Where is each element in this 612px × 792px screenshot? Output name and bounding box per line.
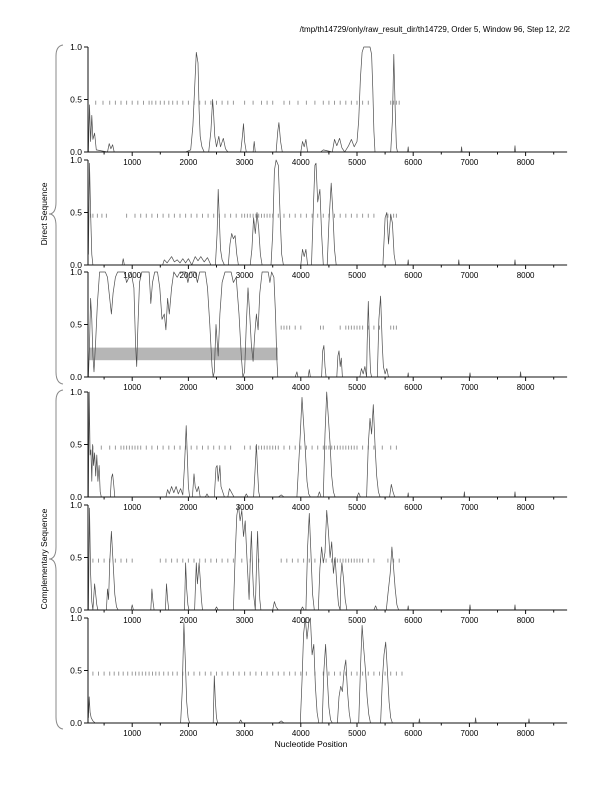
probability-curve xyxy=(88,391,568,498)
predicted-region-bar xyxy=(89,347,278,361)
svg-text:7000: 7000 xyxy=(461,503,479,512)
svg-text:5000: 5000 xyxy=(348,271,366,280)
svg-text:2000: 2000 xyxy=(180,503,198,512)
svg-text:6000: 6000 xyxy=(404,729,422,738)
svg-text:2000: 2000 xyxy=(180,616,198,625)
svg-text:8000: 8000 xyxy=(517,616,535,625)
svg-text:0.0: 0.0 xyxy=(70,718,82,728)
svg-text:4000: 4000 xyxy=(292,158,310,167)
svg-text:6000: 6000 xyxy=(404,503,422,512)
orf-markers xyxy=(92,671,403,676)
svg-text:1.0: 1.0 xyxy=(70,155,82,165)
svg-text:4000: 4000 xyxy=(292,616,310,625)
orf-markers xyxy=(92,445,397,450)
complementary-sequence-brace xyxy=(48,389,64,730)
svg-text:6000: 6000 xyxy=(404,616,422,625)
svg-text:0.5: 0.5 xyxy=(70,440,82,450)
svg-text:0.5: 0.5 xyxy=(70,208,82,218)
direct-sequence-brace xyxy=(48,44,64,385)
svg-text:0.0: 0.0 xyxy=(70,372,82,382)
svg-text:8000: 8000 xyxy=(517,158,535,167)
svg-text:5000: 5000 xyxy=(348,729,366,738)
panel-4-complementary-frame-1: 0.0 0.5 1.0 1000 2000 3000 4000 5000 6000 7000 800… xyxy=(70,387,568,512)
svg-text:2000: 2000 xyxy=(180,158,198,167)
svg-text:7000: 7000 xyxy=(461,616,479,625)
svg-text:2000: 2000 xyxy=(180,729,198,738)
svg-text:4000: 4000 xyxy=(292,271,310,280)
svg-text:1000: 1000 xyxy=(123,271,141,280)
panel-5-complementary-frame-2: 0.0 0.5 1.0 1000 2000 3000 4000 5000 6000 7000 800… xyxy=(70,500,568,625)
svg-text:0.5: 0.5 xyxy=(70,95,82,105)
svg-text:1000: 1000 xyxy=(123,616,141,625)
svg-text:6000: 6000 xyxy=(404,158,422,167)
svg-text:8000: 8000 xyxy=(517,271,535,280)
svg-text:3000: 3000 xyxy=(236,616,254,625)
panel-1-direct-frame-1: 0.0 0.5 1.0 1000 2000 3000 4000 5000 6000 7000 800… xyxy=(70,42,568,167)
plot-title: /tmp/th14729/only/raw_result_dir/th14729… xyxy=(299,25,570,34)
svg-text:6000: 6000 xyxy=(404,271,422,280)
x-axis-title: Nucleotide Position xyxy=(274,739,348,749)
svg-text:5000: 5000 xyxy=(348,503,366,512)
svg-text:7000: 7000 xyxy=(461,158,479,167)
axes xyxy=(87,618,567,724)
svg-text:5000: 5000 xyxy=(348,616,366,625)
orf-markers xyxy=(95,100,400,105)
svg-text:8000: 8000 xyxy=(517,729,535,738)
axes xyxy=(87,47,567,153)
svg-text:5000: 5000 xyxy=(348,383,366,392)
svg-text:2000: 2000 xyxy=(180,383,198,392)
svg-text:3000: 3000 xyxy=(236,158,254,167)
svg-text:1.0: 1.0 xyxy=(70,500,82,510)
orf-markers xyxy=(90,213,397,218)
svg-text:0.5: 0.5 xyxy=(70,666,82,676)
svg-text:0.5: 0.5 xyxy=(70,553,82,563)
svg-text:0.5: 0.5 xyxy=(70,320,82,330)
svg-text:4000: 4000 xyxy=(292,503,310,512)
svg-text:8000: 8000 xyxy=(517,383,535,392)
svg-text:8000: 8000 xyxy=(517,503,535,512)
probability-curve xyxy=(88,46,568,153)
svg-text:0.0: 0.0 xyxy=(70,260,82,270)
probability-curve xyxy=(88,617,568,724)
svg-text:6000: 6000 xyxy=(404,383,422,392)
svg-text:1.0: 1.0 xyxy=(70,42,82,52)
svg-text:4000: 4000 xyxy=(292,383,310,392)
svg-text:4000: 4000 xyxy=(292,729,310,738)
panel-2-direct-frame-2: 0.0 0.5 1.0 1000 2000 3000 4000 5000 6000 7000 800… xyxy=(70,155,568,280)
svg-text:5000: 5000 xyxy=(348,158,366,167)
orf-markers xyxy=(92,558,400,563)
svg-text:1.0: 1.0 xyxy=(70,387,82,397)
svg-text:1000: 1000 xyxy=(123,383,141,392)
svg-text:0.0: 0.0 xyxy=(70,492,82,502)
probability-curve xyxy=(88,504,568,611)
svg-text:1000: 1000 xyxy=(123,158,141,167)
svg-text:1.0: 1.0 xyxy=(70,613,82,623)
svg-text:3000: 3000 xyxy=(236,271,254,280)
direct-sequence-label: Direct Sequence xyxy=(39,182,49,246)
svg-text:3000: 3000 xyxy=(236,729,254,738)
svg-text:2000: 2000 xyxy=(180,271,198,280)
panel-3-direct-frame-3: 0.0 0.5 1.0 1000 2000 3000 4000 5000 6000 7000 800… xyxy=(70,267,568,392)
svg-text:3000: 3000 xyxy=(236,383,254,392)
probability-curve xyxy=(88,159,568,266)
svg-text:3000: 3000 xyxy=(236,503,254,512)
orf-markers xyxy=(280,325,397,330)
svg-text:7000: 7000 xyxy=(461,271,479,280)
svg-text:1000: 1000 xyxy=(123,729,141,738)
probability-curve xyxy=(88,271,568,378)
complementary-sequence-label: Complementary Sequence xyxy=(39,508,49,610)
svg-text:0.0: 0.0 xyxy=(70,605,82,615)
svg-text:7000: 7000 xyxy=(461,383,479,392)
svg-text:0.0: 0.0 xyxy=(70,147,82,157)
svg-text:1.0: 1.0 xyxy=(70,267,82,277)
panel-6-complementary-frame-3: 0.0 0.5 1.0 1000 2000 3000 4000 5000 6000 7000 800… xyxy=(70,613,568,738)
svg-text:7000: 7000 xyxy=(461,729,479,738)
svg-text:1000: 1000 xyxy=(123,503,141,512)
